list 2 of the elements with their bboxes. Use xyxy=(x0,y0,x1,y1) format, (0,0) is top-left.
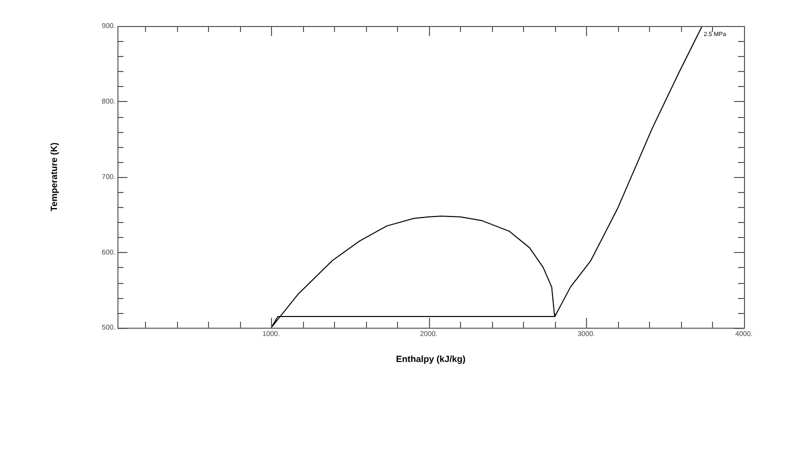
x-axis-title: Enthalpy (kJ/kg) xyxy=(396,354,466,364)
y-axis-title: Temperature (K) xyxy=(48,142,59,212)
